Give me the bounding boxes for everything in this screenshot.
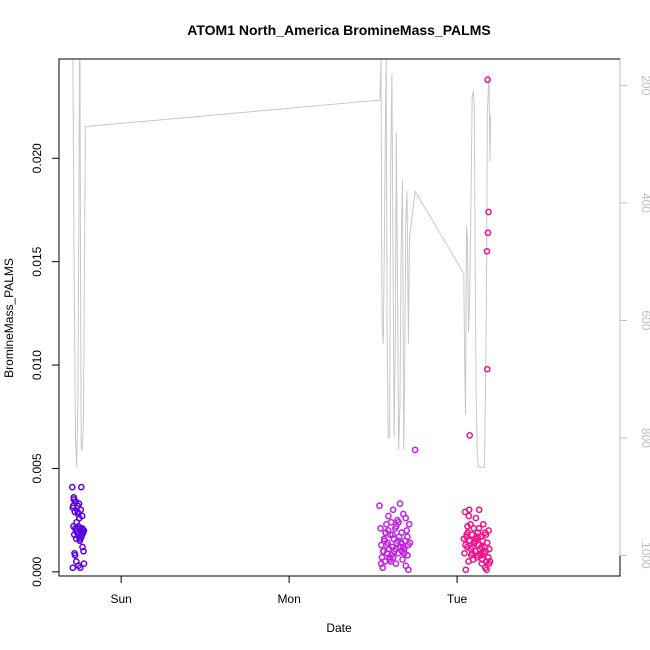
data-point (461, 549, 468, 557)
data-point (405, 566, 412, 574)
data-point (485, 208, 492, 216)
data-point (382, 529, 389, 536)
right-tick-label: 800 (639, 428, 650, 448)
data-point (472, 514, 480, 522)
data-point (462, 566, 470, 574)
data-point (80, 527, 88, 534)
data-point (466, 432, 474, 439)
x-tick-label: Mon (277, 592, 300, 606)
y-tick-label: 0.010 (30, 350, 44, 380)
right-tick-label: 600 (639, 310, 650, 330)
data-point (483, 566, 490, 574)
data-point (69, 502, 77, 510)
data-point (383, 541, 390, 549)
y-tick-label: 0.020 (30, 143, 44, 173)
data-point (71, 551, 79, 559)
data-point (399, 556, 406, 563)
data-point (462, 541, 469, 549)
data-point (406, 539, 414, 547)
data-point (398, 547, 406, 555)
data-point (483, 539, 491, 547)
data-point (77, 483, 85, 491)
data-point (484, 229, 492, 237)
data-point (379, 547, 387, 555)
data-point (68, 483, 76, 491)
data-point (380, 535, 388, 543)
data-point (73, 525, 81, 532)
data-point (78, 512, 86, 520)
chart-title: ATOM1 North_America BromineMass_PALMS (187, 22, 490, 38)
data-point (464, 523, 471, 530)
data-point (465, 506, 473, 514)
data-point (475, 506, 483, 514)
data-point (483, 365, 491, 373)
y-tick-label: 0.005 (30, 453, 44, 483)
data-point (396, 500, 404, 507)
y-tick-label: 0.000 (30, 557, 44, 587)
data-point (377, 525, 384, 532)
data-point (69, 564, 77, 572)
data-point (483, 247, 491, 255)
x-tick-label: Tue (447, 592, 468, 606)
data-point (385, 512, 392, 520)
right-tick-label: 200 (639, 75, 650, 95)
right-tick-label: 1000 (639, 542, 650, 569)
data-point (475, 525, 483, 532)
data-point (479, 520, 487, 528)
y-axis-label: BromineMass_PALMS (2, 258, 16, 378)
data-point (76, 564, 84, 572)
data-point (411, 446, 419, 454)
data-point (403, 527, 411, 534)
data-point (80, 547, 87, 555)
data-point (376, 502, 383, 510)
data-point (79, 543, 86, 551)
data-point (394, 537, 402, 545)
data-point (463, 531, 471, 538)
plot-area: Sun Mon Tue 0.000 0.005 0.010 0.015 0.020 200 400… (30, 58, 650, 606)
data-point (387, 518, 395, 526)
data-point (378, 554, 386, 561)
data-point (478, 543, 485, 551)
data-point (482, 558, 490, 565)
y-tick-label: 0.015 (30, 246, 44, 276)
data-point (484, 76, 491, 84)
data-point (470, 539, 477, 547)
data-point (402, 514, 410, 522)
data-point (74, 508, 81, 516)
data-point (70, 496, 78, 503)
data-point (387, 558, 395, 565)
data-point (80, 560, 88, 567)
data-point (389, 506, 397, 514)
data-point (392, 545, 399, 553)
data-point (75, 500, 83, 507)
data-point (467, 545, 475, 553)
data-point (474, 533, 481, 541)
x-tick-label: Sun (110, 592, 131, 606)
data-point (389, 531, 396, 538)
data-point (377, 560, 385, 567)
right-tick-label: 400 (639, 193, 650, 213)
data-point (477, 549, 485, 557)
data-point (465, 512, 473, 520)
pressure-line (72, 59, 492, 468)
data-point (481, 529, 489, 536)
data-point (405, 520, 413, 528)
data-point (404, 533, 411, 541)
x-axis-label: Date (326, 621, 352, 635)
data-point (392, 523, 400, 530)
